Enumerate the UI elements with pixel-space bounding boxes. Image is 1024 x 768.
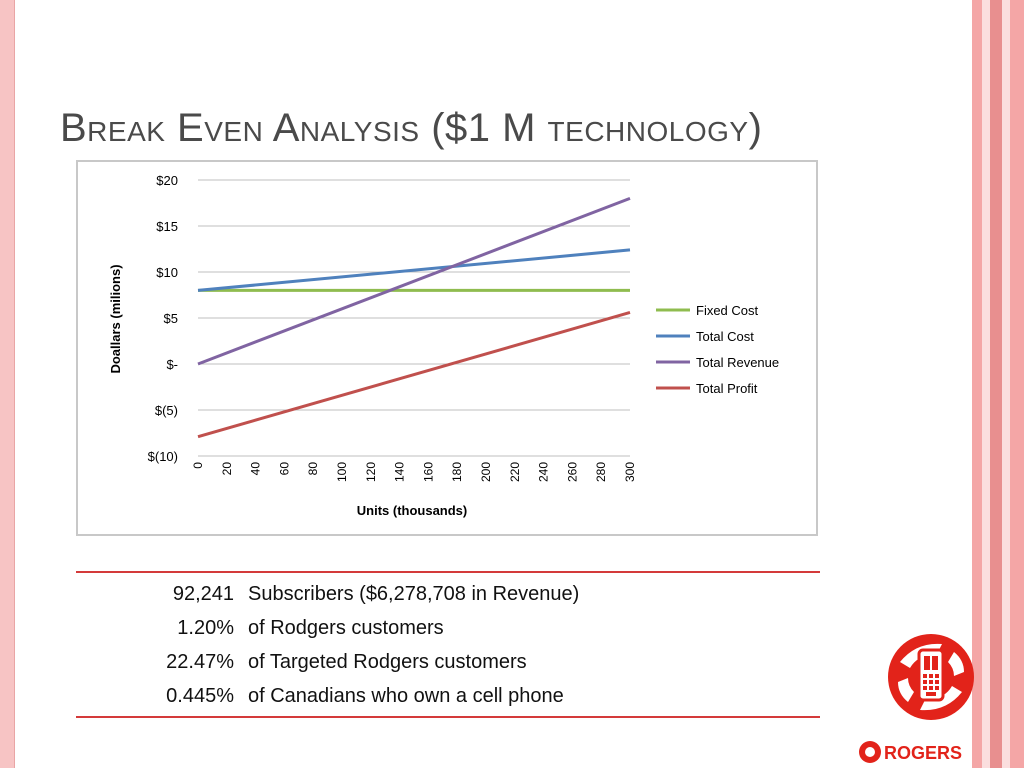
rogers-wordmark-text: ROGERS [884,743,962,763]
x-tick-label: 200 [479,462,493,482]
y-tick-label: $- [166,357,178,372]
legend-label: Total Profit [696,381,758,396]
chart-frame: $20 $15 $10 $5 $- $(5) $(10) 0 20 40 60 80 100 120 14… [76,160,818,536]
stats-table: 92,241 Subscribers ($6,278,708 in Revenue… [76,571,820,718]
x-tick-label: 220 [508,462,522,482]
y-tick-label: $20 [156,173,178,188]
gridlines [198,179,630,457]
y-tick-label: $(10) [148,449,178,464]
x-tick-label: 240 [537,462,551,482]
x-tick-label: 80 [306,462,320,476]
series-line-total-profit [197,311,631,439]
x-tick-label: 100 [335,462,349,482]
series-line-total-cost [197,248,631,292]
x-tick-label: 300 [623,462,637,482]
x-tick-label: 180 [450,462,464,482]
x-tick-label: 280 [594,462,608,482]
x-tick-label: 20 [220,462,234,476]
stripe [1002,0,1010,768]
stripe [982,0,990,768]
rogers-wordmark: ROGERS [859,741,962,763]
y-tick-label: $5 [164,311,178,326]
stats-row: 0.445% of Canadians who own a cell phone [76,679,820,713]
stat-value: 0.445% [166,684,234,707]
break-even-chart: $20 $15 $10 $5 $- $(5) $(10) 0 20 40 60 80 100 120 14… [108,173,779,518]
series-line-total-revenue [197,196,631,366]
stat-description: Subscribers ($6,278,708 in Revenue) [248,582,580,605]
stats-row: 1.20% of Rodgers customers [76,611,820,645]
x-tick-label: 0 [191,462,205,469]
stat-value: 22.47% [166,650,234,673]
stat-value: 1.20% [177,616,234,639]
left-border [0,0,15,768]
chart-legend: Fixed Cost Total Cost Total Revenue Total P… [656,303,779,396]
series-lines [197,196,631,439]
stripe [990,0,1002,768]
x-tick-label: 60 [277,462,291,476]
stat-description: of Canadians who own a cell phone [248,684,564,707]
x-axis-title: Units (thousands) [357,503,468,518]
x-tick-labels: 0 20 40 60 80 100 120 140 160 180 200 220 240 260 280 3… [191,462,637,482]
x-tick-label: 40 [249,462,263,476]
stats-row: 22.47% of Targeted Rodgers customers [76,645,820,679]
right-border-stripes [972,0,1024,768]
y-tick-label: $(5) [155,403,178,418]
y-tick-label: $10 [156,265,178,280]
y-tick-label: $15 [156,219,178,234]
x-tick-label: 160 [421,462,435,482]
x-tick-label: 140 [393,462,407,482]
stat-description: of Rodgers customers [248,616,444,639]
y-axis-title: Doallars (milions) [108,264,123,373]
legend-label: Total Revenue [696,355,779,370]
slide-title: Break Even Analysis ($1 M technology) [60,106,763,150]
legend-label: Total Cost [696,329,754,344]
legend-label: Fixed Cost [696,303,759,318]
stripe [972,0,982,768]
stats-row: 92,241 Subscribers ($6,278,708 in Revenue… [76,577,820,611]
rogers-phone-logo-icon [888,634,974,720]
stat-description: of Targeted Rodgers customers [248,650,527,673]
x-tick-label: 120 [364,462,378,482]
x-tick-label: 260 [565,462,579,482]
y-tick-labels: $20 $15 $10 $5 $- $(5) $(10) [148,173,178,464]
stripe [1010,0,1024,768]
stat-value: 92,241 [172,582,234,605]
